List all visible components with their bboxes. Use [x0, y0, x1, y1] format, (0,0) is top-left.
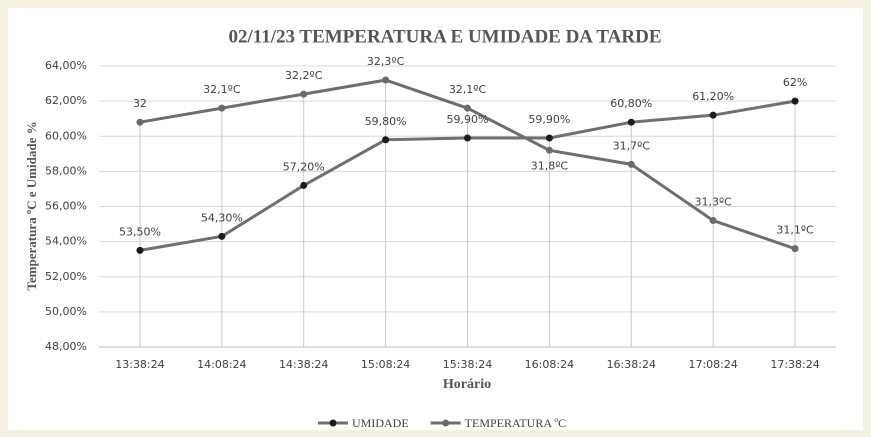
data-point [136, 246, 144, 254]
x-tick-label: 17:38:24 [770, 358, 819, 371]
x-tick-label: 13:38:24 [115, 358, 164, 371]
data-point [545, 134, 553, 142]
data-point [218, 232, 226, 240]
x-tick-label: 14:38:24 [279, 358, 328, 371]
x-tick-label: 14:08:24 [197, 358, 246, 371]
legend-label: TEMPERATURA ºC [465, 416, 566, 430]
data-label: 59,90% [447, 113, 489, 126]
data-label: 60,80% [610, 97, 652, 110]
data-label: 32,1ºC [203, 83, 241, 96]
data-point [627, 160, 635, 168]
data-label: 31,7ºC [613, 139, 651, 152]
data-label: 57,20% [283, 160, 325, 173]
x-axis-label: Horário [443, 377, 491, 392]
x-tick-label: 15:38:24 [443, 358, 492, 371]
data-point [791, 97, 799, 105]
data-point [136, 118, 144, 126]
data-label: 32,3ºC [367, 55, 405, 68]
data-point [382, 136, 390, 144]
y-tick-label: 54,00% [45, 235, 87, 248]
legend-marker [329, 419, 337, 427]
data-label: 53,50% [119, 225, 161, 238]
chart-title: 02/11/23 TEMPERATURA E UMIDADE DA TARDE [228, 26, 661, 47]
y-tick-label: 62,00% [45, 94, 87, 107]
y-tick-label: 60,00% [45, 129, 87, 142]
data-point [709, 217, 717, 225]
x-tick-label: 16:08:24 [525, 358, 574, 371]
data-point [791, 245, 799, 253]
y-tick-label: 64,00% [45, 59, 87, 72]
data-point [300, 90, 308, 98]
x-tick-label: 16:38:24 [607, 358, 656, 371]
y-tick-label: 50,00% [45, 305, 87, 318]
data-label: 61,20% [692, 90, 734, 103]
y-tick-label: 48,00% [45, 340, 87, 353]
data-point [218, 104, 226, 112]
data-label: 62% [783, 76, 807, 89]
data-point [464, 104, 471, 112]
data-label: 32,1ºC [449, 83, 487, 96]
data-label: 31,8ºC [531, 159, 569, 172]
data-point [382, 76, 390, 84]
data-label: 54,30% [201, 211, 243, 224]
legend-marker [442, 419, 450, 427]
data-point [464, 134, 471, 142]
data-point [300, 181, 308, 189]
legend-label: UMIDADE [352, 416, 409, 430]
y-tick-label: 52,00% [45, 270, 87, 283]
data-label: 32 [133, 97, 147, 110]
data-label: 59,90% [528, 113, 570, 126]
x-tick-label: 15:08:24 [361, 358, 410, 371]
chart-panel [8, 8, 863, 430]
data-label: 59,80% [365, 115, 407, 128]
x-tick-label: 17:08:24 [688, 358, 737, 371]
y-tick-label: 58,00% [45, 164, 87, 177]
data-point [627, 118, 635, 126]
data-label: 31,3ºC [694, 196, 732, 209]
data-point [709, 111, 717, 119]
y-tick-label: 56,00% [45, 200, 87, 213]
data-point [545, 146, 553, 154]
data-label: 31,1ºC [776, 224, 814, 237]
data-label: 32,2ºC [285, 69, 323, 82]
y-axis-label: Temperatura ºC e Umidade % [24, 121, 39, 290]
